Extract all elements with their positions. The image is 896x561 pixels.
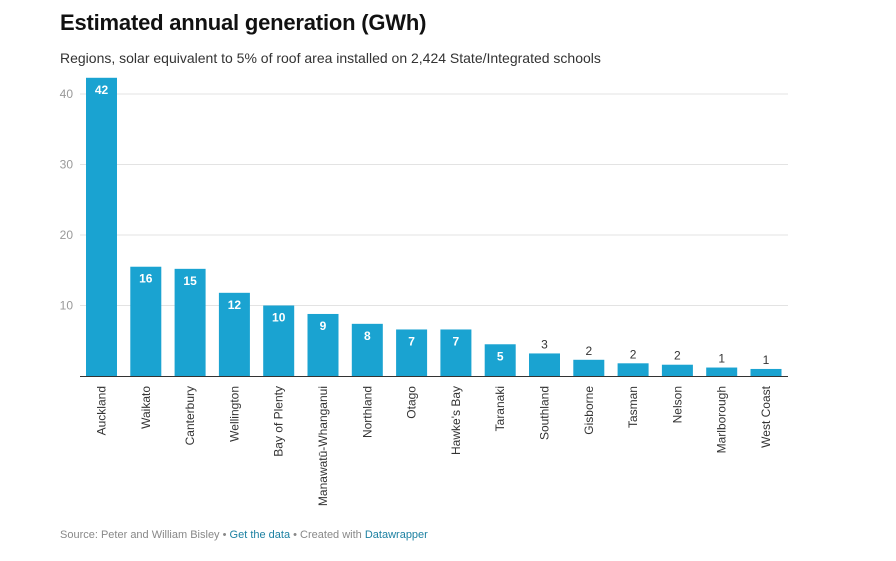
x-tick-label: Gisborne <box>582 386 596 435</box>
bar-value-label: 2 <box>630 347 637 361</box>
x-tick-label: Northland <box>360 386 374 438</box>
bar-value-label: 42 <box>95 83 109 97</box>
bar-value-label: 7 <box>408 334 415 348</box>
bar-labels: 42 16 15 12 10 9 8 7 7 5 3 2 2 2 1 1 <box>95 83 770 367</box>
bar-value-label: 1 <box>763 353 770 367</box>
bar-value-label: 3 <box>541 337 548 351</box>
footer-separator: • <box>219 529 230 541</box>
x-tick-label: Canterbury <box>183 386 197 445</box>
x-tick-label: Marlborough <box>715 386 729 453</box>
bar-taranaki <box>484 344 516 376</box>
bar-value-label: 8 <box>364 329 371 343</box>
x-tick-label: West Coast <box>759 385 773 447</box>
bar-nelson <box>661 364 693 376</box>
y-tick-label: 20 <box>60 228 74 242</box>
y-tick-label: 40 <box>60 87 74 101</box>
bar-marlborough <box>706 367 738 376</box>
x-axis-ticks: Auckland Waikato Canterbury Wellington Bay o… <box>95 385 774 506</box>
bar-west-coast <box>750 368 782 376</box>
bar-value-label: 7 <box>453 334 460 348</box>
bar-gisborne <box>573 359 605 376</box>
y-tick-label: 30 <box>60 158 74 172</box>
x-tick-label: Nelson <box>670 386 684 423</box>
x-tick-label: Waikato <box>139 386 153 429</box>
get-data-link[interactable]: Get the data <box>229 529 291 541</box>
bar-manawat-whanganui <box>307 313 339 376</box>
footer: Source: Peter and William Bisley • Get t… <box>60 529 428 541</box>
x-tick-label: Otago <box>405 386 419 419</box>
chart-title: Estimated annual generation (GWh) <box>60 10 427 35</box>
x-tick-label: Southland <box>538 386 552 440</box>
x-tick-label: Bay of Plenty <box>272 386 286 457</box>
bar-value-label: 1 <box>718 352 725 366</box>
bar-northland <box>351 323 383 376</box>
chart-subtitle: Regions, solar equivalent to 5% of roof … <box>60 50 601 66</box>
bar-tasman <box>617 363 649 376</box>
bar-bay-of-plenty <box>263 305 295 376</box>
bar-southland <box>529 353 560 376</box>
datawrapper-link[interactable]: Datawrapper <box>364 529 428 541</box>
y-axis-ticks: 10 20 30 40 <box>60 87 74 313</box>
bar-canterbury <box>174 268 206 376</box>
bar-waikato <box>130 266 162 376</box>
x-tick-label: Hawke's Bay <box>449 386 463 455</box>
bar-hawke-s-bay <box>440 329 472 376</box>
bar-value-label: 10 <box>272 311 286 325</box>
bar-auckland <box>86 77 117 376</box>
created-with-text: • Created with <box>290 529 365 541</box>
bars <box>86 77 782 376</box>
x-tick-label: Taranaki <box>493 386 507 431</box>
x-tick-label: Manawatū-Whanganui <box>316 386 330 506</box>
bar-value-label: 16 <box>139 272 153 286</box>
bar-value-label: 9 <box>320 319 327 333</box>
bar-value-label: 2 <box>674 349 681 363</box>
bar-value-label: 5 <box>497 349 504 363</box>
x-tick-label: Wellington <box>227 386 241 442</box>
bar-otago <box>396 329 428 376</box>
x-tick-label: Auckland <box>95 386 109 435</box>
x-tick-label: Tasman <box>626 386 640 428</box>
bar-value-label: 12 <box>228 298 242 312</box>
bar-value-label: 15 <box>183 274 197 288</box>
bar-value-label: 2 <box>585 344 592 358</box>
bar-wellington <box>218 292 250 376</box>
source-text: Source: Peter and William Bisley <box>60 529 220 541</box>
y-tick-label: 10 <box>60 299 74 313</box>
